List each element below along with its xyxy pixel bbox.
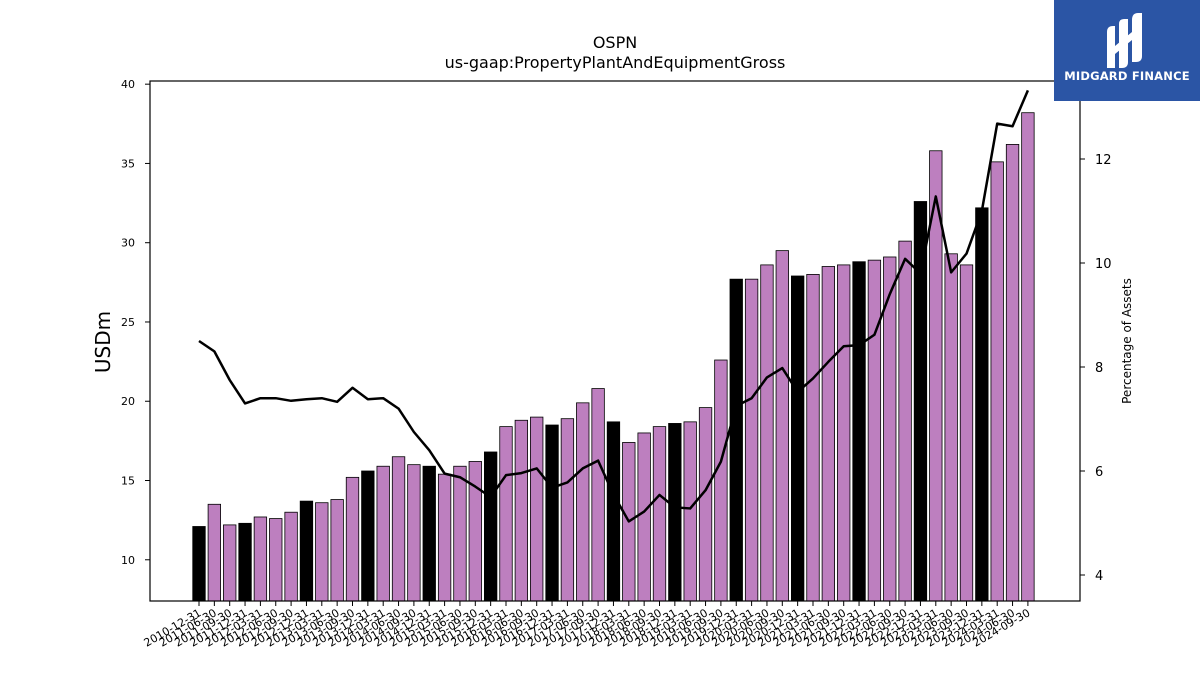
bar-2016-12-31: [545, 424, 559, 602]
midgard-logo-icon: [1107, 13, 1142, 68]
bar-2014-09-30: [407, 464, 421, 602]
bar-2016-03-31: [499, 426, 513, 602]
bar-2024-09-30: [1021, 112, 1035, 602]
bar-2021-09-30: [837, 264, 851, 602]
bar-2020-09-30: [775, 250, 789, 602]
bar-2012-12-31: [299, 500, 314, 602]
left-axis: 10 15 20 25 30 35 40: [121, 78, 150, 567]
bar-2017-12-31: [606, 421, 621, 602]
bar-2012-06-30: [269, 518, 283, 602]
bar-2014-12-31: [422, 465, 436, 602]
plot-frame: [149, 80, 1081, 602]
bar-2015-03-31: [437, 473, 452, 602]
bar-2022-03-31: [867, 259, 882, 602]
y-tick-label: 15: [121, 475, 135, 488]
bar-2019-09-30: [714, 359, 728, 602]
bar-2023-09-30: [959, 264, 974, 602]
y-tick-label: 25: [121, 316, 135, 329]
bar-2020-12-31: [791, 275, 805, 602]
y2-axis-label: Percentage of Assets: [1120, 278, 1134, 404]
y-tick-label: 35: [121, 157, 135, 170]
bar-2021-06-30: [821, 266, 835, 602]
bar-2012-09-30: [284, 511, 298, 602]
bar-2019-06-30: [698, 407, 713, 602]
bar-2018-09-30: [652, 426, 667, 602]
bar-2013-12-31: [361, 470, 375, 602]
bar-2019-12-31: [729, 278, 743, 602]
bar-2024-06-30: [1005, 144, 1020, 602]
bottom-axis: 2010-12-312011-06-302011-09-302011-12-31…: [142, 601, 1032, 650]
bar-2011-12-31: [238, 522, 252, 602]
bar-2020-06-30: [760, 264, 774, 602]
brand-logo: MIDGARD FINANCE: [1054, 0, 1200, 101]
bar-2017-09-30: [591, 388, 605, 602]
bar-group: [192, 112, 1035, 602]
bar-2011-09-30: [223, 524, 237, 602]
line-group: [198, 89, 1030, 523]
y2-tick-label: 10: [1095, 257, 1112, 272]
bar-2023-06-30: [944, 253, 958, 602]
bar-2022-09-30: [898, 240, 912, 602]
bar-2014-03-31: [376, 465, 390, 602]
y-tick-label: 40: [121, 78, 135, 91]
y2-tick-label: 4: [1095, 569, 1103, 584]
bar-2018-12-31: [668, 423, 682, 602]
bar-2011-06-30: [207, 503, 222, 602]
bar-2019-03-31: [683, 421, 697, 602]
bar-2021-12-31: [852, 261, 866, 602]
bar-2013-06-30: [330, 499, 344, 602]
bar-2013-03-31: [315, 502, 329, 602]
chart-subtitle: us-gaap:PropertyPlantAndEquipmentGross: [445, 53, 786, 72]
y2-tick-label: 6: [1095, 465, 1103, 480]
chart-title: OSPN: [593, 33, 637, 52]
y2-tick-label: 8: [1095, 361, 1103, 376]
bar-2017-03-31: [560, 418, 575, 602]
bar-2016-09-30: [530, 416, 544, 602]
y-tick-label: 10: [121, 554, 135, 567]
bar-2014-06-30: [391, 456, 406, 602]
percentage-of-assets-line: [198, 89, 1030, 523]
bar-2021-03-31: [806, 274, 820, 602]
bar-2023-12-31: [975, 207, 989, 602]
bar-2024-03-31: [990, 161, 1004, 602]
bar-2017-06-30: [576, 402, 590, 602]
bar-2016-06-30: [514, 419, 528, 602]
bar-2013-09-30: [345, 476, 360, 602]
bar-2015-12-31: [483, 451, 498, 602]
bar-2022-12-31: [913, 201, 928, 602]
bar-2010-12-31: [192, 526, 206, 602]
bar-2015-06-30: [453, 465, 467, 602]
y-tick-label: 30: [121, 237, 135, 250]
bar-2015-09-30: [468, 461, 482, 602]
bar-2020-03-31: [744, 278, 759, 602]
y-tick-label: 20: [121, 395, 135, 408]
bar-2018-06-30: [637, 432, 651, 602]
right-axis: 4 6 8 10 12: [1080, 153, 1112, 584]
bar-2012-03-31: [253, 516, 268, 602]
y2-tick-label: 12: [1095, 153, 1112, 168]
brand-name: MIDGARD FINANCE: [1064, 69, 1190, 83]
y-axis-label: USDm: [91, 311, 115, 373]
